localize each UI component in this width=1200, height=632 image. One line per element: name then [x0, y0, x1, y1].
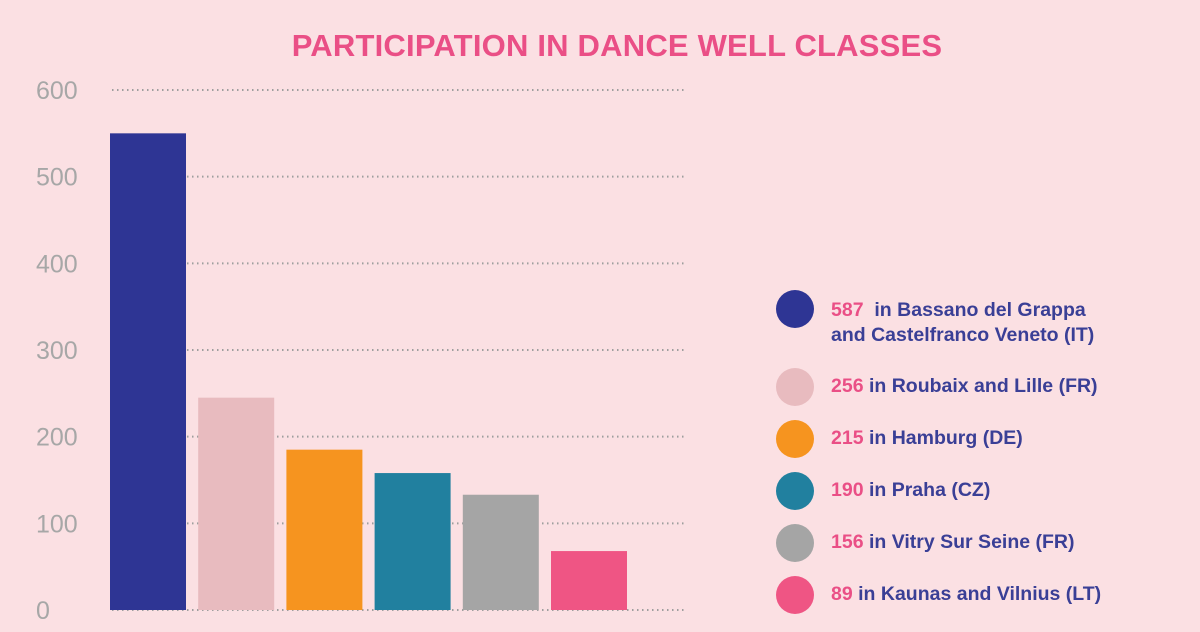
- legend-swatch-icon: [776, 524, 814, 562]
- legend-swatch-icon: [776, 290, 814, 328]
- legend-item: 190 in Praha (CZ): [776, 472, 990, 510]
- legend-label: 89 in Kaunas and Vilnius (LT): [831, 582, 1101, 607]
- legend-swatch-icon: [776, 576, 814, 614]
- chart-title: PARTICIPATION IN DANCE WELL CLASSES: [291, 28, 943, 63]
- y-tick-label: 500: [36, 164, 78, 192]
- legend-value: 156: [831, 531, 864, 553]
- legend-label-line1: in Vitry Sur Seine (FR): [868, 531, 1075, 553]
- y-tick-label: 300: [36, 337, 78, 365]
- legend-label: 587 in Bassano del Grappa and Castelfran…: [831, 298, 1094, 348]
- legend-label: 156 in Vitry Sur Seine (FR): [831, 530, 1074, 555]
- legend-label-line1: in Roubaix and Lille (FR): [868, 375, 1098, 397]
- y-tick-label: 0: [36, 597, 50, 625]
- legend-value: 256: [831, 375, 864, 397]
- bar: [374, 473, 451, 610]
- bar: [198, 397, 275, 610]
- legend-item: 89 in Kaunas and Vilnius (LT): [776, 576, 1101, 614]
- legend-label: 256 in Roubaix and Lille (FR): [831, 374, 1098, 399]
- y-tick-label: 400: [36, 250, 78, 278]
- legend-swatch-icon: [776, 420, 814, 458]
- bars: [110, 133, 627, 611]
- y-tick-label: 600: [36, 77, 78, 105]
- legend-label-line1: in Praha (CZ): [868, 479, 991, 501]
- bar: [551, 551, 627, 610]
- y-axis-ticks: 0 100 200 300 400 500 600: [36, 77, 78, 625]
- legend-label: 190 in Praha (CZ): [831, 478, 990, 503]
- legend-item: 587 in Bassano del Grappa and Castelfran…: [776, 290, 1094, 348]
- legend-value: 215: [831, 427, 864, 449]
- bar: [110, 133, 186, 611]
- y-tick-label: 100: [36, 510, 78, 538]
- legend-label: 215 in Hamburg (DE): [831, 426, 1023, 451]
- legend-label-line1: in Kaunas and Vilnius (LT): [858, 583, 1102, 605]
- legend-swatch-icon: [776, 368, 814, 406]
- y-tick-label: 200: [36, 424, 78, 452]
- legend-item: 256 in Roubaix and Lille (FR): [776, 368, 1098, 406]
- legend-label-line1: in Hamburg (DE): [868, 427, 1023, 449]
- bar: [462, 494, 539, 610]
- legend-value: 587: [831, 299, 864, 321]
- bar: [286, 449, 363, 610]
- legend-item: 156 in Vitry Sur Seine (FR): [776, 524, 1074, 562]
- legend-label-line2: and Castelfranco Veneto (IT): [831, 324, 1095, 346]
- legend-value: 190: [831, 479, 864, 501]
- legend-label-line1: in Bassano del Grappa: [874, 299, 1086, 321]
- legend-value: 89: [831, 583, 853, 605]
- legend-item: 215 in Hamburg (DE): [776, 420, 1023, 458]
- legend-swatch-icon: [776, 472, 814, 510]
